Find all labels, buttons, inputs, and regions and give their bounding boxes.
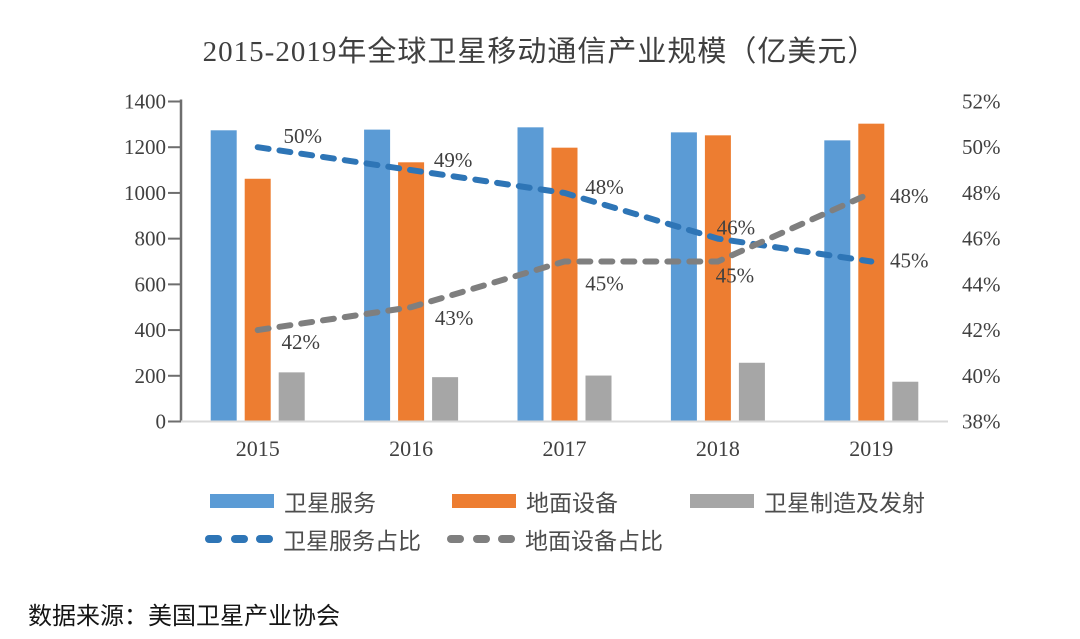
legend-swatch-gray-dashed-line-icon bbox=[447, 535, 515, 543]
data-label-地面设备占比-2018: 45% bbox=[716, 264, 755, 288]
left-axis-tick-label: 1000 bbox=[124, 181, 166, 205]
bar-卫星服务-2016 bbox=[364, 129, 391, 422]
legend-dash-segment bbox=[205, 535, 222, 543]
legend-swatch-blue-dashed-line-icon bbox=[205, 535, 273, 543]
line-卫星服务占比 bbox=[254, 144, 875, 265]
right-axis-tick-label: 52% bbox=[962, 90, 1001, 114]
bar-卫星服务-2018 bbox=[670, 132, 697, 422]
left-axis-tick-label: 800 bbox=[135, 227, 167, 251]
x-axis-year-label: 2017 bbox=[543, 436, 587, 461]
right-axis-tick-label: 40% bbox=[962, 364, 1001, 388]
bar-地面设备-2015 bbox=[244, 178, 271, 422]
right-axis-tick-label: 44% bbox=[962, 272, 1001, 296]
legend-item-ground-equipment: 地面设备 bbox=[452, 486, 618, 516]
right-axis-tick-label: 42% bbox=[962, 318, 1001, 342]
legend-swatch-blue-bar-icon bbox=[210, 494, 274, 508]
legend-item-satellite-services: 卫星服务 bbox=[210, 486, 376, 516]
data-label-卫星服务占比-2016: 49% bbox=[434, 148, 473, 172]
chart-title: 2015-2019年全球卫星移动通信产业规模（亿美元） bbox=[202, 36, 878, 68]
legend-dash-segment bbox=[230, 535, 248, 543]
bar-地面设备-2018 bbox=[704, 135, 731, 422]
legend-dash-segment bbox=[472, 535, 490, 543]
x-axis-year-label: 2018 bbox=[696, 436, 740, 461]
bar-卫星服务-2015 bbox=[210, 130, 237, 422]
left-axis-tick-label: 0 bbox=[156, 410, 167, 434]
bar-卫星制造及发射-2017 bbox=[585, 375, 612, 422]
bar-地面设备-2017 bbox=[551, 147, 578, 422]
data-label-卫星服务占比-2017: 48% bbox=[585, 175, 624, 199]
right-axis-tick-label: 48% bbox=[962, 181, 1001, 205]
bar-卫星制造及发射-2016 bbox=[432, 377, 459, 422]
data-label-卫星服务占比-2019: 45% bbox=[890, 249, 929, 273]
legend-label-satellite-services: 卫星服务 bbox=[284, 491, 376, 516]
legend-item-ground-equipment-share: 地面设备占比 bbox=[447, 524, 663, 554]
legend-dash-segment bbox=[256, 535, 273, 543]
data-label-地面设备占比-2017: 45% bbox=[585, 272, 624, 296]
legend-label-satellite-manufacturing-launch: 卫星制造及发射 bbox=[764, 491, 925, 516]
left-axis-tick-label: 200 bbox=[135, 364, 167, 388]
data-label-卫星服务占比-2015: 50% bbox=[283, 124, 322, 148]
legend-item-satellite-manufacturing-launch: 卫星制造及发射 bbox=[690, 486, 925, 516]
legend-swatch-orange-bar-icon bbox=[452, 494, 516, 508]
legend-dash-segment bbox=[447, 535, 464, 543]
legend-dash-segment bbox=[498, 535, 515, 543]
bar-卫星制造及发射-2019 bbox=[892, 381, 919, 422]
bar-卫星制造及发射-2018 bbox=[738, 362, 765, 422]
right-axis-tick-label: 38% bbox=[962, 410, 1001, 434]
legend-swatch-gray-bar-icon bbox=[690, 494, 754, 508]
x-axis-year-label: 2015 bbox=[236, 436, 280, 461]
right-axis-tick-label: 50% bbox=[962, 135, 1001, 159]
legend-row-2: 卫星服务占比 地面设备占比 bbox=[0, 524, 1080, 554]
left-axis-tick-label: 400 bbox=[135, 318, 167, 342]
left-axis-tick-label: 1400 bbox=[124, 90, 166, 114]
legend-label-satellite-services-share: 卫星服务占比 bbox=[283, 529, 421, 554]
chart-plot-area: 0 200 400 600 800 1000 1200 1400 38% 40% 42% 44% 46%… bbox=[124, 90, 1001, 462]
data-label-地面设备占比-2019: 48% bbox=[890, 184, 929, 208]
bar-卫星服务-2019 bbox=[824, 140, 851, 422]
x-axis-year-label: 2019 bbox=[849, 436, 893, 461]
bar-地面设备-2016 bbox=[398, 162, 425, 422]
legend-row-1: 卫星服务 地面设备 卫星制造及发射 bbox=[0, 486, 1080, 516]
bar-卫星制造及发射-2015 bbox=[278, 372, 305, 422]
right-axis-tick-label: 46% bbox=[962, 227, 1001, 251]
data-source-note: 数据来源：美国卫星产业协会 bbox=[28, 604, 340, 630]
legend-label-ground-equipment: 地面设备 bbox=[526, 491, 618, 516]
legend-item-satellite-services-share: 卫星服务占比 bbox=[205, 524, 421, 554]
data-label-卫星服务占比-2018: 46% bbox=[717, 216, 756, 240]
data-label-地面设备占比-2015: 42% bbox=[281, 330, 320, 354]
left-axis-tick-label: 600 bbox=[135, 272, 167, 296]
bar-地面设备-2019 bbox=[858, 123, 885, 422]
legend-label-ground-equipment-share: 地面设备占比 bbox=[525, 529, 663, 554]
data-label-地面设备占比-2016: 43% bbox=[435, 306, 474, 330]
x-axis-year-label: 2016 bbox=[389, 436, 433, 461]
line-地面设备占比 bbox=[254, 189, 875, 334]
left-axis-tick-label: 1200 bbox=[124, 135, 166, 159]
